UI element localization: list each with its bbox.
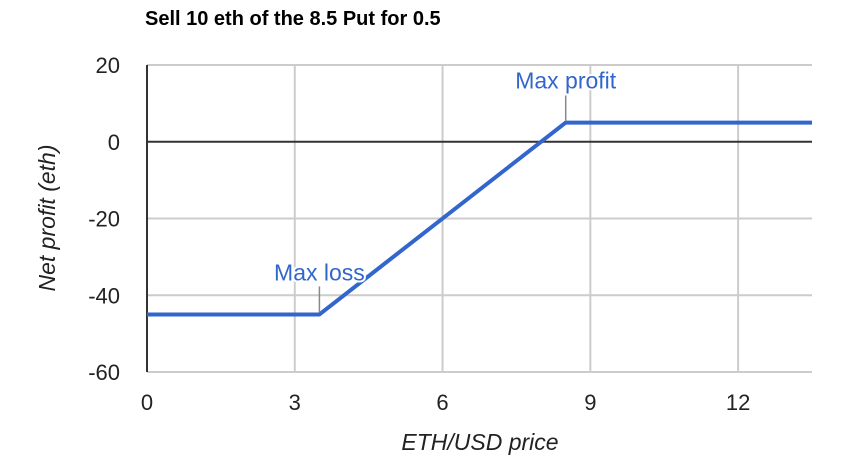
chart-title: Sell 10 eth of the 8.5 Put for 0.5 — [145, 8, 441, 30]
annotation-label: Max profit — [515, 68, 617, 94]
x-axis-label: ETH/USD price — [401, 429, 558, 455]
x-tick-label: 12 — [726, 390, 750, 415]
annotations: Max loss Max profit — [272, 66, 619, 313]
y-tick-labels: 20 0 -20 -40 -60 — [88, 53, 120, 385]
y-tick-label: -40 — [88, 283, 120, 308]
x-tick-labels: 0 3 6 9 12 — [141, 390, 750, 415]
x-tick-label: 6 — [436, 390, 448, 415]
y-tick-label: -60 — [88, 360, 120, 385]
y-tick-label: 20 — [96, 53, 120, 78]
x-tick-label: 3 — [289, 390, 301, 415]
y-axis-label: Net profit (eth) — [34, 145, 60, 292]
series-line — [147, 120, 812, 317]
x-tick-label: 0 — [141, 390, 153, 415]
x-tick-label: 9 — [584, 390, 596, 415]
gridlines — [146, 64, 812, 373]
annotation-label: Max loss — [274, 259, 365, 285]
y-tick-label: 0 — [108, 130, 120, 155]
series-layer — [147, 120, 812, 317]
y-tick-label: -20 — [88, 207, 120, 232]
